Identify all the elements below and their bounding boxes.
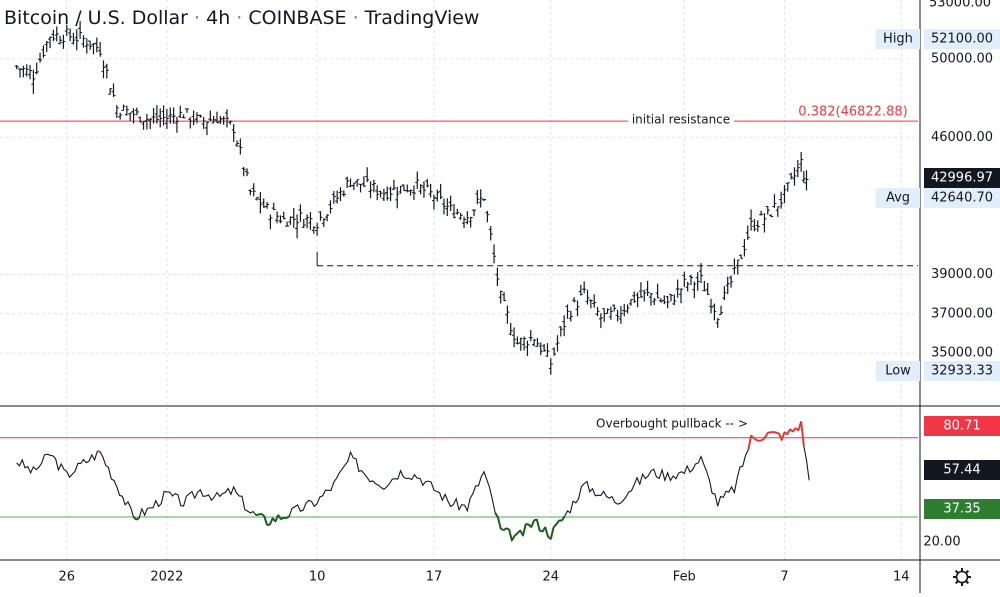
indicator-oversold-segment — [545, 527, 548, 536]
lower-band-label: 37.35 — [943, 502, 980, 517]
indicator-oversold-segment — [512, 536, 515, 541]
resistance-annotation: initial resistance — [632, 113, 730, 127]
gear-icon-tooth — [956, 571, 958, 573]
gear-icon[interactable] — [953, 568, 971, 586]
time-tick-label: 7 — [780, 570, 788, 585]
gear-icon-tooth — [956, 581, 958, 583]
indicator-oversold-segment — [256, 514, 259, 515]
indicator-overbought-segment — [773, 432, 776, 433]
price-tick-label: 37000.00 — [931, 306, 993, 321]
indicator-overbought-segment — [759, 440, 762, 441]
high-label-tag: High — [883, 32, 913, 47]
indicator-oversold-segment — [531, 520, 534, 527]
indicator-oversold-segment — [506, 528, 509, 529]
price-tick-label: 35000.00 — [931, 345, 993, 360]
price-tick-label: 39000.00 — [931, 267, 993, 282]
title-part: Bitcoin / U.S. Dollar — [4, 7, 188, 29]
high-label-value: 52100.00 — [931, 32, 993, 47]
indicator-overbought-segment — [765, 433, 768, 438]
indicator-overbought-segment — [754, 438, 757, 440]
indicator-oversold-segment — [556, 521, 559, 525]
indicator-oversold-segment — [278, 515, 281, 519]
title-separator: · — [347, 7, 365, 29]
indicator-oversold-segment — [136, 518, 139, 519]
title-part: 4h — [206, 7, 230, 29]
time-tick-label: 10 — [309, 570, 326, 585]
indicator-overbought-segment — [97, 451, 100, 452]
price-tick-label: 46000.00 — [931, 130, 993, 145]
indicator-oversold-segment — [281, 518, 284, 519]
indicator-tick-label: 20.00 — [923, 535, 960, 550]
indicator-oversold-segment — [554, 524, 557, 527]
time-tick-label: 26 — [58, 570, 75, 585]
upper-band-label: 80.71 — [943, 419, 980, 434]
indicator-oversold-segment — [498, 517, 501, 528]
chart-title: Bitcoin / U.S. Dollar · 4h · COINBASE · … — [4, 7, 479, 29]
title-separator: · — [230, 7, 248, 29]
low-label-tag: Low — [885, 364, 911, 379]
time-tick-label: Feb — [673, 570, 696, 585]
indicator-oversold-segment — [261, 514, 264, 516]
indicator-oversold-segment — [537, 520, 540, 531]
indicator-overbought-segment — [776, 433, 779, 434]
price-tick-label: 50000.00 — [931, 51, 993, 66]
time-tick-label: 14 — [893, 570, 910, 585]
indicator-line — [17, 421, 809, 540]
indicator-oversold-segment — [504, 528, 507, 530]
indicator-annotation: Overbought pullback -- > — [596, 417, 748, 431]
low-label-value: 32933.33 — [931, 364, 993, 379]
indicator-oversold-segment — [515, 533, 518, 536]
time-tick-label: 24 — [543, 570, 560, 585]
gear-icon-tooth — [966, 571, 968, 573]
indicator-oversold-segment — [523, 524, 526, 535]
indicator-oversold-segment — [264, 516, 267, 525]
title-part: TradingView — [364, 7, 480, 29]
indicator-overbought-segment — [801, 421, 804, 446]
last-price-label: 42996.97 — [931, 171, 993, 186]
title-part: COINBASE — [248, 7, 346, 29]
gear-icon-tooth — [966, 581, 968, 583]
time-tick-label: 2022 — [150, 570, 183, 585]
indicator-oversold-segment — [509, 529, 512, 540]
title-separator: · — [188, 7, 206, 29]
avg-label-value: 42640.70 — [931, 191, 993, 206]
gear-icon-ring — [957, 572, 968, 583]
indicator-last-label: 57.44 — [943, 463, 980, 478]
indicator-overbought-segment — [757, 440, 760, 441]
indicator-oversold-segment — [287, 516, 290, 518]
price-bars — [15, 21, 809, 375]
resistance-fib-label: 0.382(46822.88) — [798, 105, 907, 120]
price-tick-label-top: 53000.00 — [929, 0, 991, 11]
time-tick-label: 17 — [426, 570, 443, 585]
avg-label-tag: Avg — [886, 191, 910, 206]
